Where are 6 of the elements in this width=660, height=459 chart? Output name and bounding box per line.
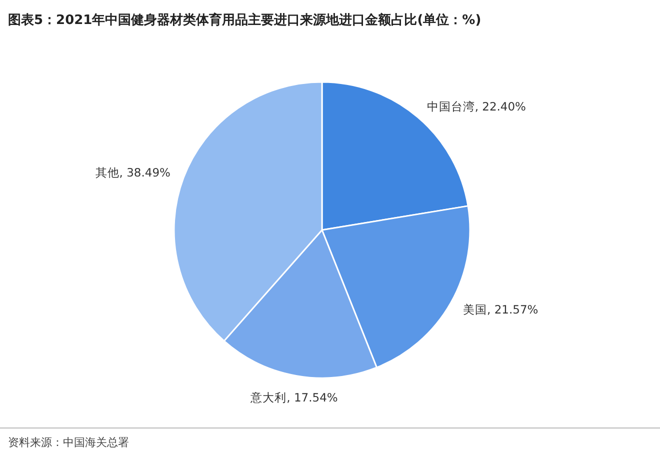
slice-label: 中国台湾, 22.40% [426,99,526,114]
slice-label: 其他, 38.49% [95,166,171,180]
text: 资料来源：中国海关总署 [8,436,129,449]
slice-label: 意大利, 17.54% [250,390,338,405]
chart-title: 图表5：2021年中国健身器材类体育用品主要进口来源地进口金额占比(单位：%) [8,12,482,28]
slice-label: 美国, 21.57% [463,302,538,317]
